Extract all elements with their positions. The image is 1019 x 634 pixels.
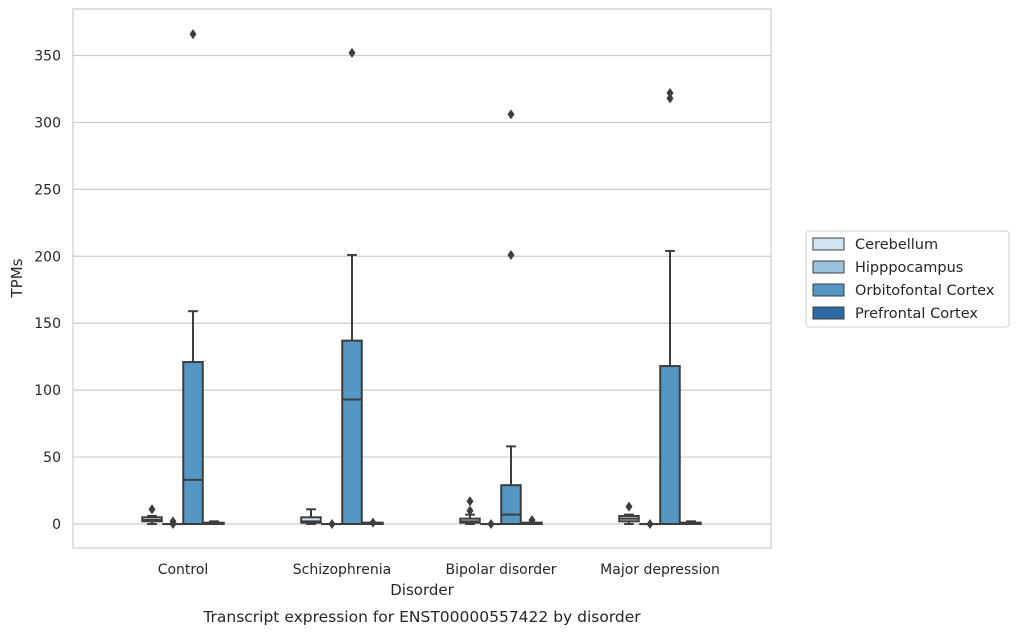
chart-caption: Transcript expression for ENST0000055742… (202, 608, 641, 626)
y-tick-label: 300 (34, 115, 61, 131)
box-body (182, 361, 204, 526)
legend-swatch (812, 260, 845, 274)
outlier-point (666, 93, 674, 104)
box-cerebellum (141, 504, 163, 525)
box-body (659, 365, 681, 526)
y-tick-labels: 0 50 100 150 200 250 300 350 (34, 49, 61, 534)
y-tick-label: 250 (34, 182, 61, 198)
legend-label: Orbitofontal Cortex (855, 283, 995, 299)
y-tick-label: 150 (34, 316, 61, 332)
box-orbitofontal-cortex (341, 47, 363, 526)
y-tick-label: 0 (52, 517, 61, 533)
legend-item: Hipppocampus (812, 260, 963, 276)
y-tick-label: 350 (34, 49, 61, 65)
outlier-point (466, 496, 474, 507)
outlier-point (666, 87, 674, 98)
box-prefrontal-cortex (362, 517, 384, 528)
box-body (300, 516, 322, 524)
box-prefrontal-cortex (521, 514, 543, 526)
legend-label: Cerebellum (855, 237, 938, 253)
outlier-point (625, 501, 633, 512)
legend-swatch (812, 306, 845, 320)
box-body (341, 339, 363, 526)
legend-item: Cerebellum (812, 237, 938, 253)
legend-frame (805, 230, 1010, 328)
box-cerebellum (618, 501, 640, 525)
y-axis-label: TPMs (8, 258, 26, 298)
outlier-point (348, 47, 356, 58)
outlier-point (507, 249, 515, 260)
legend: Cerebellum Hipppocampus Orbitofontal Corte… (805, 230, 1010, 328)
x-tick-label: Major depression (600, 562, 720, 578)
legend-swatch (812, 237, 845, 251)
outlier-point (189, 29, 197, 40)
box-body (500, 484, 522, 525)
box-prefrontal-cortex (203, 520, 225, 526)
y-tick-label: 100 (34, 383, 61, 399)
x-axis-label: Disorder (390, 581, 454, 599)
outlier-point (646, 519, 654, 529)
legend-item: Orbitofontal Cortex (812, 283, 995, 299)
x-tick-label: Control (158, 562, 209, 578)
x-tick-label: Schizophrenia (293, 562, 391, 578)
outlier-point (466, 505, 474, 516)
box-hipppocampus (480, 519, 502, 529)
legend-swatch (812, 283, 845, 297)
legend-label: Prefrontal Cortex (855, 306, 978, 322)
box-orbitofontal-cortex (500, 109, 522, 525)
box-groups (141, 29, 702, 529)
outlier-point (328, 519, 336, 529)
outlier-point (528, 514, 536, 525)
y-tick-label: 200 (34, 249, 61, 265)
box-orbitofontal-cortex (659, 87, 681, 526)
legend-item: Prefrontal Cortex (812, 306, 978, 322)
legend-label: Hipppocampus (855, 260, 963, 276)
y-tick-label: 50 (43, 450, 61, 466)
outlier-point (148, 504, 156, 515)
box-cerebellum (459, 496, 481, 525)
box-prefrontal-cortex (680, 520, 702, 526)
outlier-point (369, 517, 377, 528)
outlier-point (487, 519, 495, 529)
outlier-point (507, 109, 515, 120)
box-hipppocampus (162, 516, 184, 529)
x-tick-label: Bipolar disorder (445, 562, 556, 578)
x-tick-labels: Control Schizophrenia Bipolar disorder Majo… (158, 562, 720, 578)
box-cerebellum (300, 508, 322, 525)
box-orbitofontal-cortex (182, 29, 204, 526)
outlier-point (169, 519, 177, 529)
